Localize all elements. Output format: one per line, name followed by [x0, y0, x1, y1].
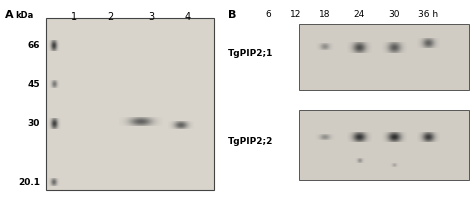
Text: 30: 30 — [388, 10, 400, 19]
Bar — [299, 24, 469, 90]
Text: 12: 12 — [290, 10, 301, 19]
Text: kDa: kDa — [15, 11, 33, 20]
Text: TgPIP2;2: TgPIP2;2 — [228, 137, 273, 146]
Text: TgPIP2;1: TgPIP2;1 — [228, 49, 273, 58]
Text: 4: 4 — [185, 12, 191, 22]
Bar — [299, 110, 469, 180]
Text: 6: 6 — [265, 10, 271, 19]
Text: 18: 18 — [319, 10, 331, 19]
Text: 36 h: 36 h — [419, 10, 438, 19]
Text: A: A — [5, 10, 13, 20]
Text: 3: 3 — [148, 12, 154, 22]
Text: 2: 2 — [107, 12, 113, 22]
Text: 30: 30 — [28, 119, 40, 128]
Bar — [46, 18, 214, 190]
Text: 24: 24 — [354, 10, 365, 19]
Text: 1: 1 — [71, 12, 77, 22]
Text: 45: 45 — [27, 80, 40, 89]
Text: B: B — [228, 10, 236, 20]
Text: 20.1: 20.1 — [18, 178, 40, 187]
Text: 66: 66 — [27, 41, 40, 50]
